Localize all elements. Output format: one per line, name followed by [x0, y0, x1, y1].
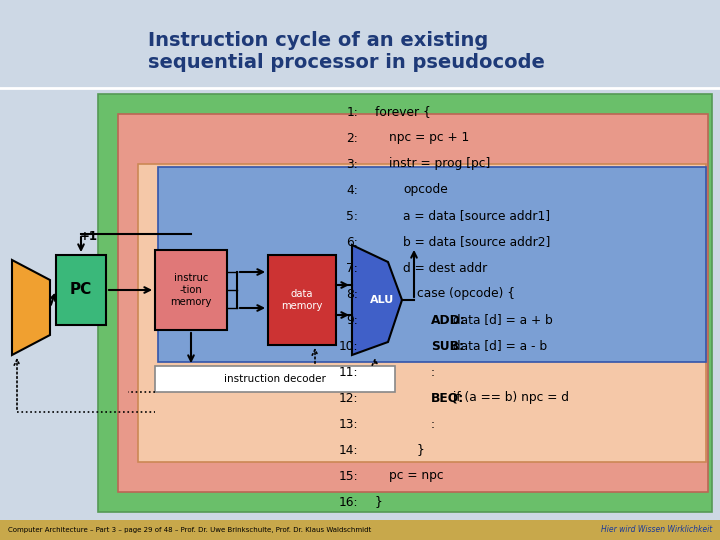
Text: 15:: 15:	[338, 469, 358, 483]
Text: 2:: 2:	[346, 132, 358, 145]
Text: pc = npc: pc = npc	[389, 469, 444, 483]
Text: 3:: 3:	[346, 158, 358, 171]
Text: instruction decoder: instruction decoder	[224, 374, 326, 384]
Text: if (a == b) npc = d: if (a == b) npc = d	[449, 392, 570, 404]
Text: :: :	[431, 366, 435, 379]
FancyBboxPatch shape	[268, 255, 336, 345]
Text: npc = pc + 1: npc = pc + 1	[389, 132, 469, 145]
Text: 11:: 11:	[338, 366, 358, 379]
Text: +1: +1	[80, 231, 98, 244]
Text: }: }	[417, 443, 425, 456]
FancyBboxPatch shape	[56, 255, 106, 325]
Text: 5:: 5:	[346, 210, 358, 222]
FancyBboxPatch shape	[138, 164, 706, 462]
Text: PC: PC	[70, 282, 92, 298]
Text: 13:: 13:	[338, 417, 358, 430]
Text: instruc
-tion
memory: instruc -tion memory	[171, 273, 212, 307]
Text: 4:: 4:	[346, 184, 358, 197]
Text: ADD:: ADD:	[431, 314, 466, 327]
Text: instr = prog [pc]: instr = prog [pc]	[389, 158, 490, 171]
Text: case (opcode) {: case (opcode) {	[417, 287, 515, 300]
Text: 6:: 6:	[346, 235, 358, 248]
Text: d = dest addr: d = dest addr	[403, 261, 487, 274]
Text: data [d] = a + b: data [d] = a + b	[449, 314, 553, 327]
FancyBboxPatch shape	[158, 167, 706, 362]
Text: 1:: 1:	[346, 105, 358, 118]
Text: a = data [source addr1]: a = data [source addr1]	[403, 210, 550, 222]
Text: opcode: opcode	[403, 184, 448, 197]
Text: 10:: 10:	[338, 340, 358, 353]
Text: data [d] = a - b: data [d] = a - b	[449, 340, 547, 353]
FancyBboxPatch shape	[155, 250, 227, 330]
FancyBboxPatch shape	[155, 366, 395, 392]
Text: BEQ:: BEQ:	[431, 392, 464, 404]
Polygon shape	[352, 245, 402, 355]
Text: 12:: 12:	[338, 392, 358, 404]
Text: :: :	[431, 417, 435, 430]
FancyBboxPatch shape	[118, 114, 708, 492]
Text: b = data [source addr2]: b = data [source addr2]	[403, 235, 550, 248]
Text: Instruction cycle of an existing: Instruction cycle of an existing	[148, 30, 488, 50]
Text: 9:: 9:	[346, 314, 358, 327]
Text: 7:: 7:	[346, 261, 358, 274]
Text: sequential processor in pseudocode: sequential processor in pseudocode	[148, 52, 545, 71]
FancyBboxPatch shape	[0, 520, 720, 540]
Text: Hier wird Wissen Wirklichkeit: Hier wird Wissen Wirklichkeit	[600, 525, 712, 535]
Text: forever {: forever {	[375, 105, 431, 118]
Text: data
memory: data memory	[282, 289, 323, 311]
Text: Computer Architecture – Part 3 – page 29 of 48 – Prof. Dr. Uwe Brinkschulte, Pro: Computer Architecture – Part 3 – page 29…	[8, 527, 372, 533]
Text: 8:: 8:	[346, 287, 358, 300]
Text: SUB:: SUB:	[431, 340, 464, 353]
Text: 14:: 14:	[338, 443, 358, 456]
FancyBboxPatch shape	[98, 94, 712, 512]
Text: 16:: 16:	[338, 496, 358, 509]
Text: ALU: ALU	[370, 295, 394, 305]
Polygon shape	[12, 260, 50, 355]
Text: }: }	[375, 496, 383, 509]
